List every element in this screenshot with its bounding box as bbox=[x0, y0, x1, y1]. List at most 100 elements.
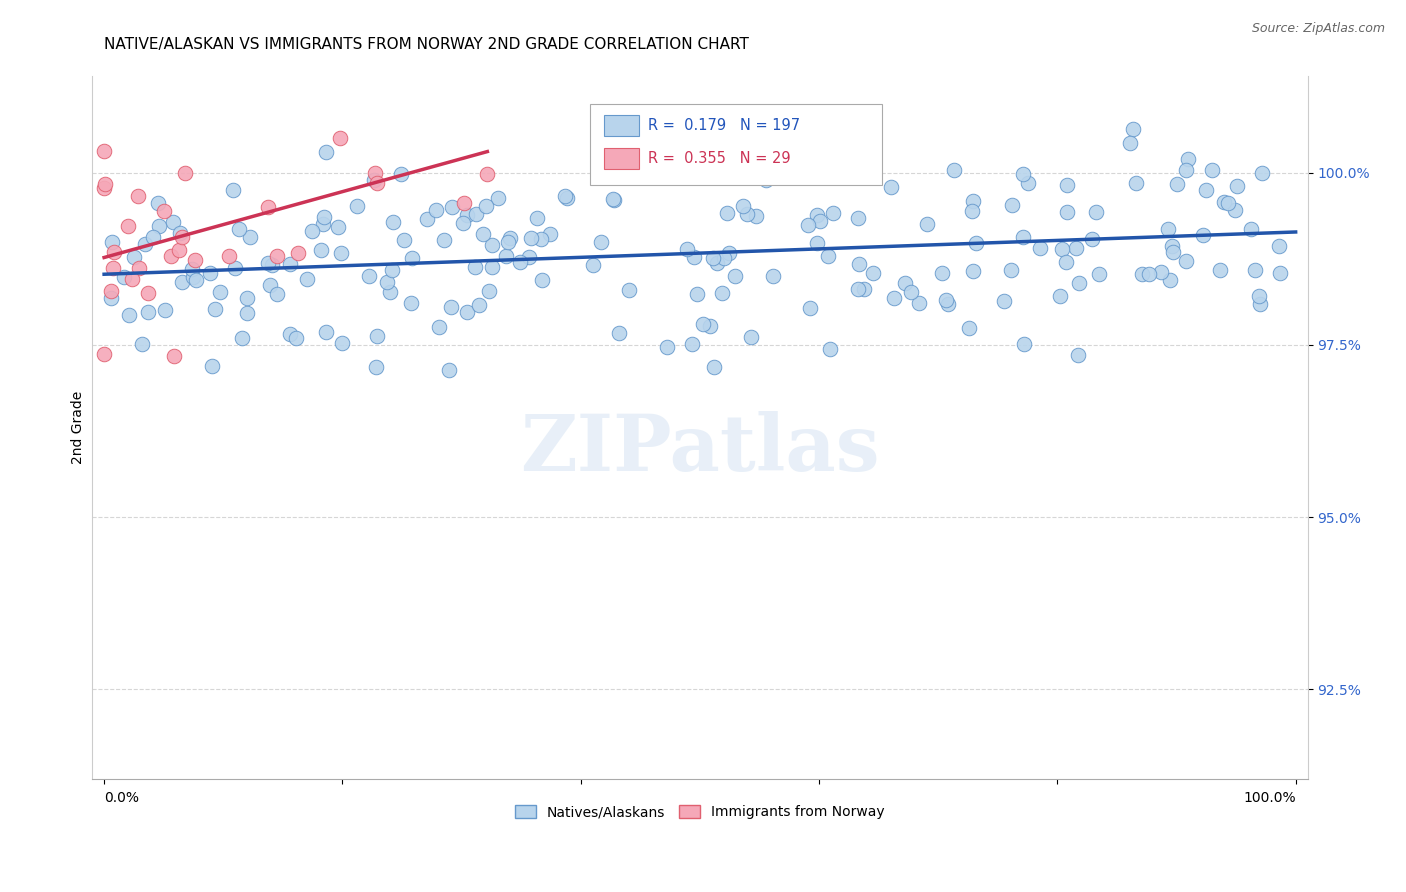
FancyBboxPatch shape bbox=[603, 148, 640, 169]
Point bbox=[823, 206, 845, 220]
Point bbox=[1139, 267, 1161, 281]
Point bbox=[935, 293, 957, 308]
Point bbox=[883, 291, 905, 305]
Point bbox=[617, 283, 640, 297]
Point bbox=[957, 321, 980, 335]
Text: NATIVE/ALASKAN VS IMMIGRANTS FROM NORWAY 2ND GRADE CORRELATION CHART: NATIVE/ALASKAN VS IMMIGRANTS FROM NORWAY… bbox=[104, 37, 749, 52]
Point bbox=[381, 215, 404, 229]
Point bbox=[278, 327, 301, 342]
Point bbox=[1249, 288, 1271, 302]
Point bbox=[848, 211, 870, 226]
Point bbox=[128, 261, 150, 276]
Point bbox=[257, 256, 280, 270]
Point bbox=[1249, 297, 1271, 311]
Point bbox=[285, 331, 308, 345]
Point bbox=[936, 296, 959, 310]
Point bbox=[820, 342, 842, 356]
Point bbox=[392, 233, 415, 247]
Point bbox=[100, 284, 122, 298]
Point bbox=[852, 282, 875, 296]
Point bbox=[440, 301, 463, 315]
Point bbox=[554, 189, 576, 203]
Point bbox=[755, 173, 778, 187]
Point bbox=[184, 273, 207, 287]
Text: 0.0%: 0.0% bbox=[104, 791, 139, 805]
Point bbox=[238, 230, 260, 244]
Point bbox=[731, 199, 754, 213]
Point bbox=[531, 272, 554, 286]
Point bbox=[894, 276, 917, 290]
Point bbox=[817, 249, 839, 263]
Point bbox=[900, 285, 922, 299]
Point bbox=[427, 320, 450, 334]
Point bbox=[236, 291, 259, 305]
Point bbox=[706, 256, 728, 270]
Text: 100.0%: 100.0% bbox=[1243, 791, 1296, 805]
Point bbox=[146, 196, 169, 211]
Point bbox=[806, 235, 828, 250]
Point bbox=[762, 268, 785, 283]
Point bbox=[1160, 239, 1182, 253]
Point bbox=[401, 296, 423, 310]
Point bbox=[1195, 182, 1218, 196]
Point bbox=[389, 168, 412, 182]
Point bbox=[1017, 176, 1039, 190]
Point bbox=[201, 359, 224, 373]
Point bbox=[311, 217, 333, 231]
Point bbox=[117, 219, 139, 233]
Point bbox=[962, 194, 984, 208]
Point bbox=[381, 263, 404, 277]
Point bbox=[475, 199, 498, 213]
Point bbox=[602, 192, 624, 206]
Text: R =  0.355   N = 29: R = 0.355 N = 29 bbox=[648, 151, 790, 166]
Point bbox=[174, 166, 197, 180]
Point bbox=[464, 260, 486, 274]
Point bbox=[330, 335, 353, 350]
Point bbox=[846, 282, 869, 296]
Point bbox=[93, 347, 115, 361]
Point bbox=[121, 271, 143, 285]
Point bbox=[735, 207, 758, 221]
Point bbox=[1012, 337, 1035, 351]
Point bbox=[1216, 195, 1239, 210]
Point bbox=[1118, 136, 1140, 150]
Point bbox=[103, 244, 125, 259]
Point bbox=[315, 145, 337, 160]
Point bbox=[1267, 238, 1289, 252]
Point bbox=[1088, 267, 1111, 281]
Point bbox=[315, 326, 337, 340]
Point bbox=[297, 272, 319, 286]
Point bbox=[259, 278, 281, 293]
Point bbox=[170, 230, 193, 244]
Point bbox=[124, 251, 146, 265]
Point bbox=[221, 183, 243, 197]
Point bbox=[835, 157, 858, 171]
Point bbox=[425, 202, 447, 217]
Point bbox=[942, 163, 965, 178]
Point bbox=[228, 222, 250, 236]
Point bbox=[148, 219, 170, 234]
Point bbox=[517, 250, 540, 264]
Point bbox=[917, 218, 939, 232]
Point bbox=[477, 168, 499, 182]
Point bbox=[101, 235, 124, 250]
Point bbox=[692, 317, 714, 331]
Point bbox=[530, 231, 553, 245]
Point bbox=[1243, 263, 1265, 277]
Point bbox=[799, 301, 821, 315]
Point bbox=[366, 329, 388, 343]
Point bbox=[117, 308, 139, 322]
Point bbox=[416, 211, 439, 226]
Point bbox=[363, 173, 385, 187]
Point bbox=[162, 215, 184, 229]
Point bbox=[1085, 205, 1108, 219]
Point bbox=[366, 176, 388, 190]
Point bbox=[740, 329, 762, 343]
Point bbox=[378, 285, 401, 300]
Point bbox=[257, 200, 280, 214]
Point bbox=[167, 244, 190, 258]
Point bbox=[744, 209, 766, 223]
Point bbox=[198, 267, 221, 281]
Point bbox=[478, 284, 501, 298]
Point bbox=[716, 206, 738, 220]
